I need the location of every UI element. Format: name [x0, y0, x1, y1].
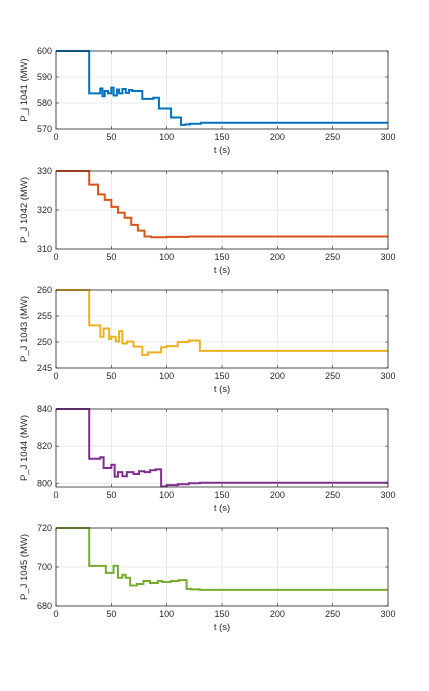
y-axis-label: P_J 1042 (MW)	[19, 177, 30, 243]
y-tick-label: 580	[37, 98, 52, 108]
x-tick-label: 50	[106, 371, 116, 381]
x-tick-label: 250	[325, 252, 340, 262]
x-tick-label: 100	[159, 609, 174, 619]
x-tick-label: 150	[214, 609, 229, 619]
x-tick-label: 150	[214, 490, 229, 500]
y-tick-label: 820	[37, 441, 52, 451]
y-tick-label: 600	[37, 46, 52, 56]
x-tick-label: 250	[325, 371, 340, 381]
y-tick-label: 590	[37, 72, 52, 82]
x-tick-label: 0	[53, 371, 58, 381]
x-axis-label: t (s)	[214, 622, 230, 633]
x-axis-label: t (s)	[214, 503, 230, 514]
y-tick-label: 310	[37, 244, 52, 254]
series-line-5	[56, 527, 388, 591]
x-tick-label: 200	[270, 132, 285, 142]
x-tick-label: 100	[159, 252, 174, 262]
chart-panel-4: 0 50 100 150 200 250 300 800 820 840 t (s) P_J 1044…	[19, 404, 396, 514]
x-tick-label: 100	[159, 132, 174, 142]
x-tick-label: 50	[106, 490, 116, 500]
y-tick-label: 570	[37, 124, 52, 134]
x-tick-label: 250	[325, 132, 340, 142]
x-tick-label: 50	[106, 132, 116, 142]
x-tick-label: 100	[159, 371, 174, 381]
y-axis-label: P_J 1045 (MW)	[19, 534, 30, 600]
y-axis-label: P_j 1041 (MW)	[19, 58, 30, 121]
series-line-2	[56, 170, 388, 239]
y-tick-label: 260	[37, 285, 52, 295]
x-tick-label: 300	[380, 252, 395, 262]
x-tick-label: 0	[53, 252, 58, 262]
x-tick-label: 150	[214, 132, 229, 142]
y-axis-label: P_J 1044 (MW)	[19, 415, 30, 481]
x-tick-label: 250	[325, 609, 340, 619]
x-tick-label: 50	[106, 609, 116, 619]
x-axis-label: t (s)	[214, 265, 230, 276]
x-tick-label: 200	[270, 490, 285, 500]
chart-panel-1: 0 50 100 150 200 250 300 570 580 590 600 t (s) P_j 1…	[19, 46, 396, 156]
x-axis-label: t (s)	[214, 145, 230, 156]
x-tick-label: 200	[270, 252, 285, 262]
x-tick-label: 50	[106, 252, 116, 262]
x-tick-label: 300	[380, 609, 395, 619]
y-tick-label: 700	[37, 562, 52, 572]
x-tick-label: 150	[214, 252, 229, 262]
y-tick-label: 840	[37, 404, 52, 414]
y-tick-label: 800	[37, 478, 52, 488]
x-tick-label: 200	[270, 371, 285, 381]
x-tick-label: 200	[270, 609, 285, 619]
series-line-3	[56, 289, 388, 356]
y-tick-label: 250	[37, 337, 52, 347]
y-tick-label: 245	[37, 363, 52, 373]
x-tick-label: 0	[53, 132, 58, 142]
x-tick-label: 150	[214, 371, 229, 381]
x-tick-label: 0	[53, 490, 58, 500]
y-tick-label: 680	[37, 601, 52, 611]
x-tick-label: 100	[159, 490, 174, 500]
series-line-4	[56, 408, 388, 488]
x-axis-label: t (s)	[214, 384, 230, 395]
series-line-1	[56, 50, 388, 126]
y-tick-label: 320	[37, 205, 52, 215]
chart-panel-5: 0 50 100 150 200 250 300 680 700 720 t (s) P_J 1045…	[19, 523, 396, 633]
x-tick-label: 300	[380, 132, 395, 142]
y-tick-label: 330	[37, 166, 52, 176]
y-tick-label: 255	[37, 311, 52, 321]
x-tick-label: 250	[325, 490, 340, 500]
y-tick-label: 720	[37, 523, 52, 533]
x-tick-label: 300	[380, 371, 395, 381]
y-axis-label: P_J 1043 (MW)	[19, 296, 30, 362]
x-tick-label: 0	[53, 609, 58, 619]
chart-panel-2: 0 50 100 150 200 250 300 310 320 330 t (s) P_J 1042…	[19, 166, 396, 276]
x-tick-label: 300	[380, 490, 395, 500]
chart-panel-3: 0 50 100 150 200 250 300 245 250 255 260 t (s) P_J 1…	[19, 285, 396, 395]
